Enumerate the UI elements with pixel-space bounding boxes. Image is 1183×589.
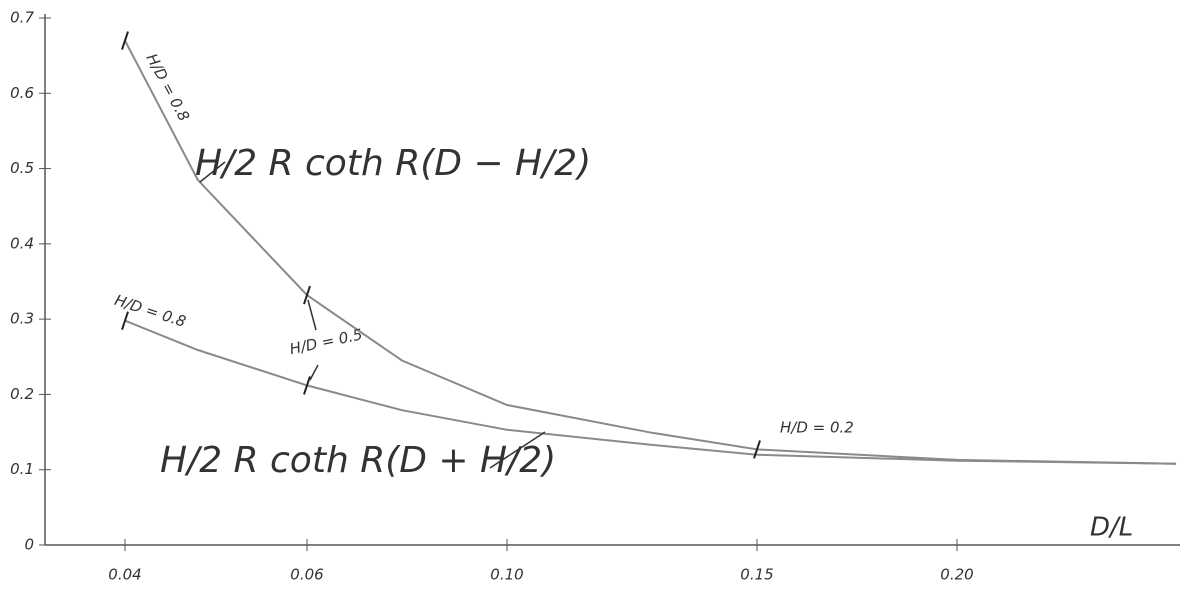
y-tick-label: 0.6 bbox=[10, 84, 34, 102]
x-tick-label: 0.06 bbox=[290, 566, 323, 584]
x-tick-label: 0.04 bbox=[108, 566, 141, 584]
curve bbox=[125, 41, 1176, 464]
annotation: H/2 R coth R(D − H/2) bbox=[195, 143, 591, 184]
y-tick-label: 0.1 bbox=[10, 460, 34, 478]
y-tick-label: 0.7 bbox=[10, 9, 34, 27]
y-tick-label: 0.5 bbox=[10, 159, 34, 177]
annotation: H/D = 0.2 bbox=[780, 419, 854, 437]
y-tick-label: 0.4 bbox=[10, 234, 34, 252]
x-tick-label: 0.10 bbox=[490, 566, 523, 584]
pointer bbox=[308, 300, 316, 330]
y-tick-label: 0.2 bbox=[10, 385, 34, 403]
hd-marker bbox=[122, 32, 128, 50]
annotation: H/D = 0.5 bbox=[288, 325, 364, 358]
y-tick-label: 0 bbox=[24, 536, 34, 554]
annotation: H/2 R coth R(D + H/2) bbox=[160, 440, 556, 481]
chart: D/L 0 0.1 0.2 0.3 0.4 0.5 0.6 0.7 0.04 0.06 0.10 0.… bbox=[0, 0, 1183, 589]
x-tick-label: 0.15 bbox=[740, 566, 773, 584]
y-tick-label: 0.3 bbox=[10, 310, 34, 328]
pointer bbox=[310, 365, 318, 380]
x-tick-label: 0.20 bbox=[940, 566, 973, 584]
x-axis-label: D/L bbox=[1090, 513, 1133, 543]
